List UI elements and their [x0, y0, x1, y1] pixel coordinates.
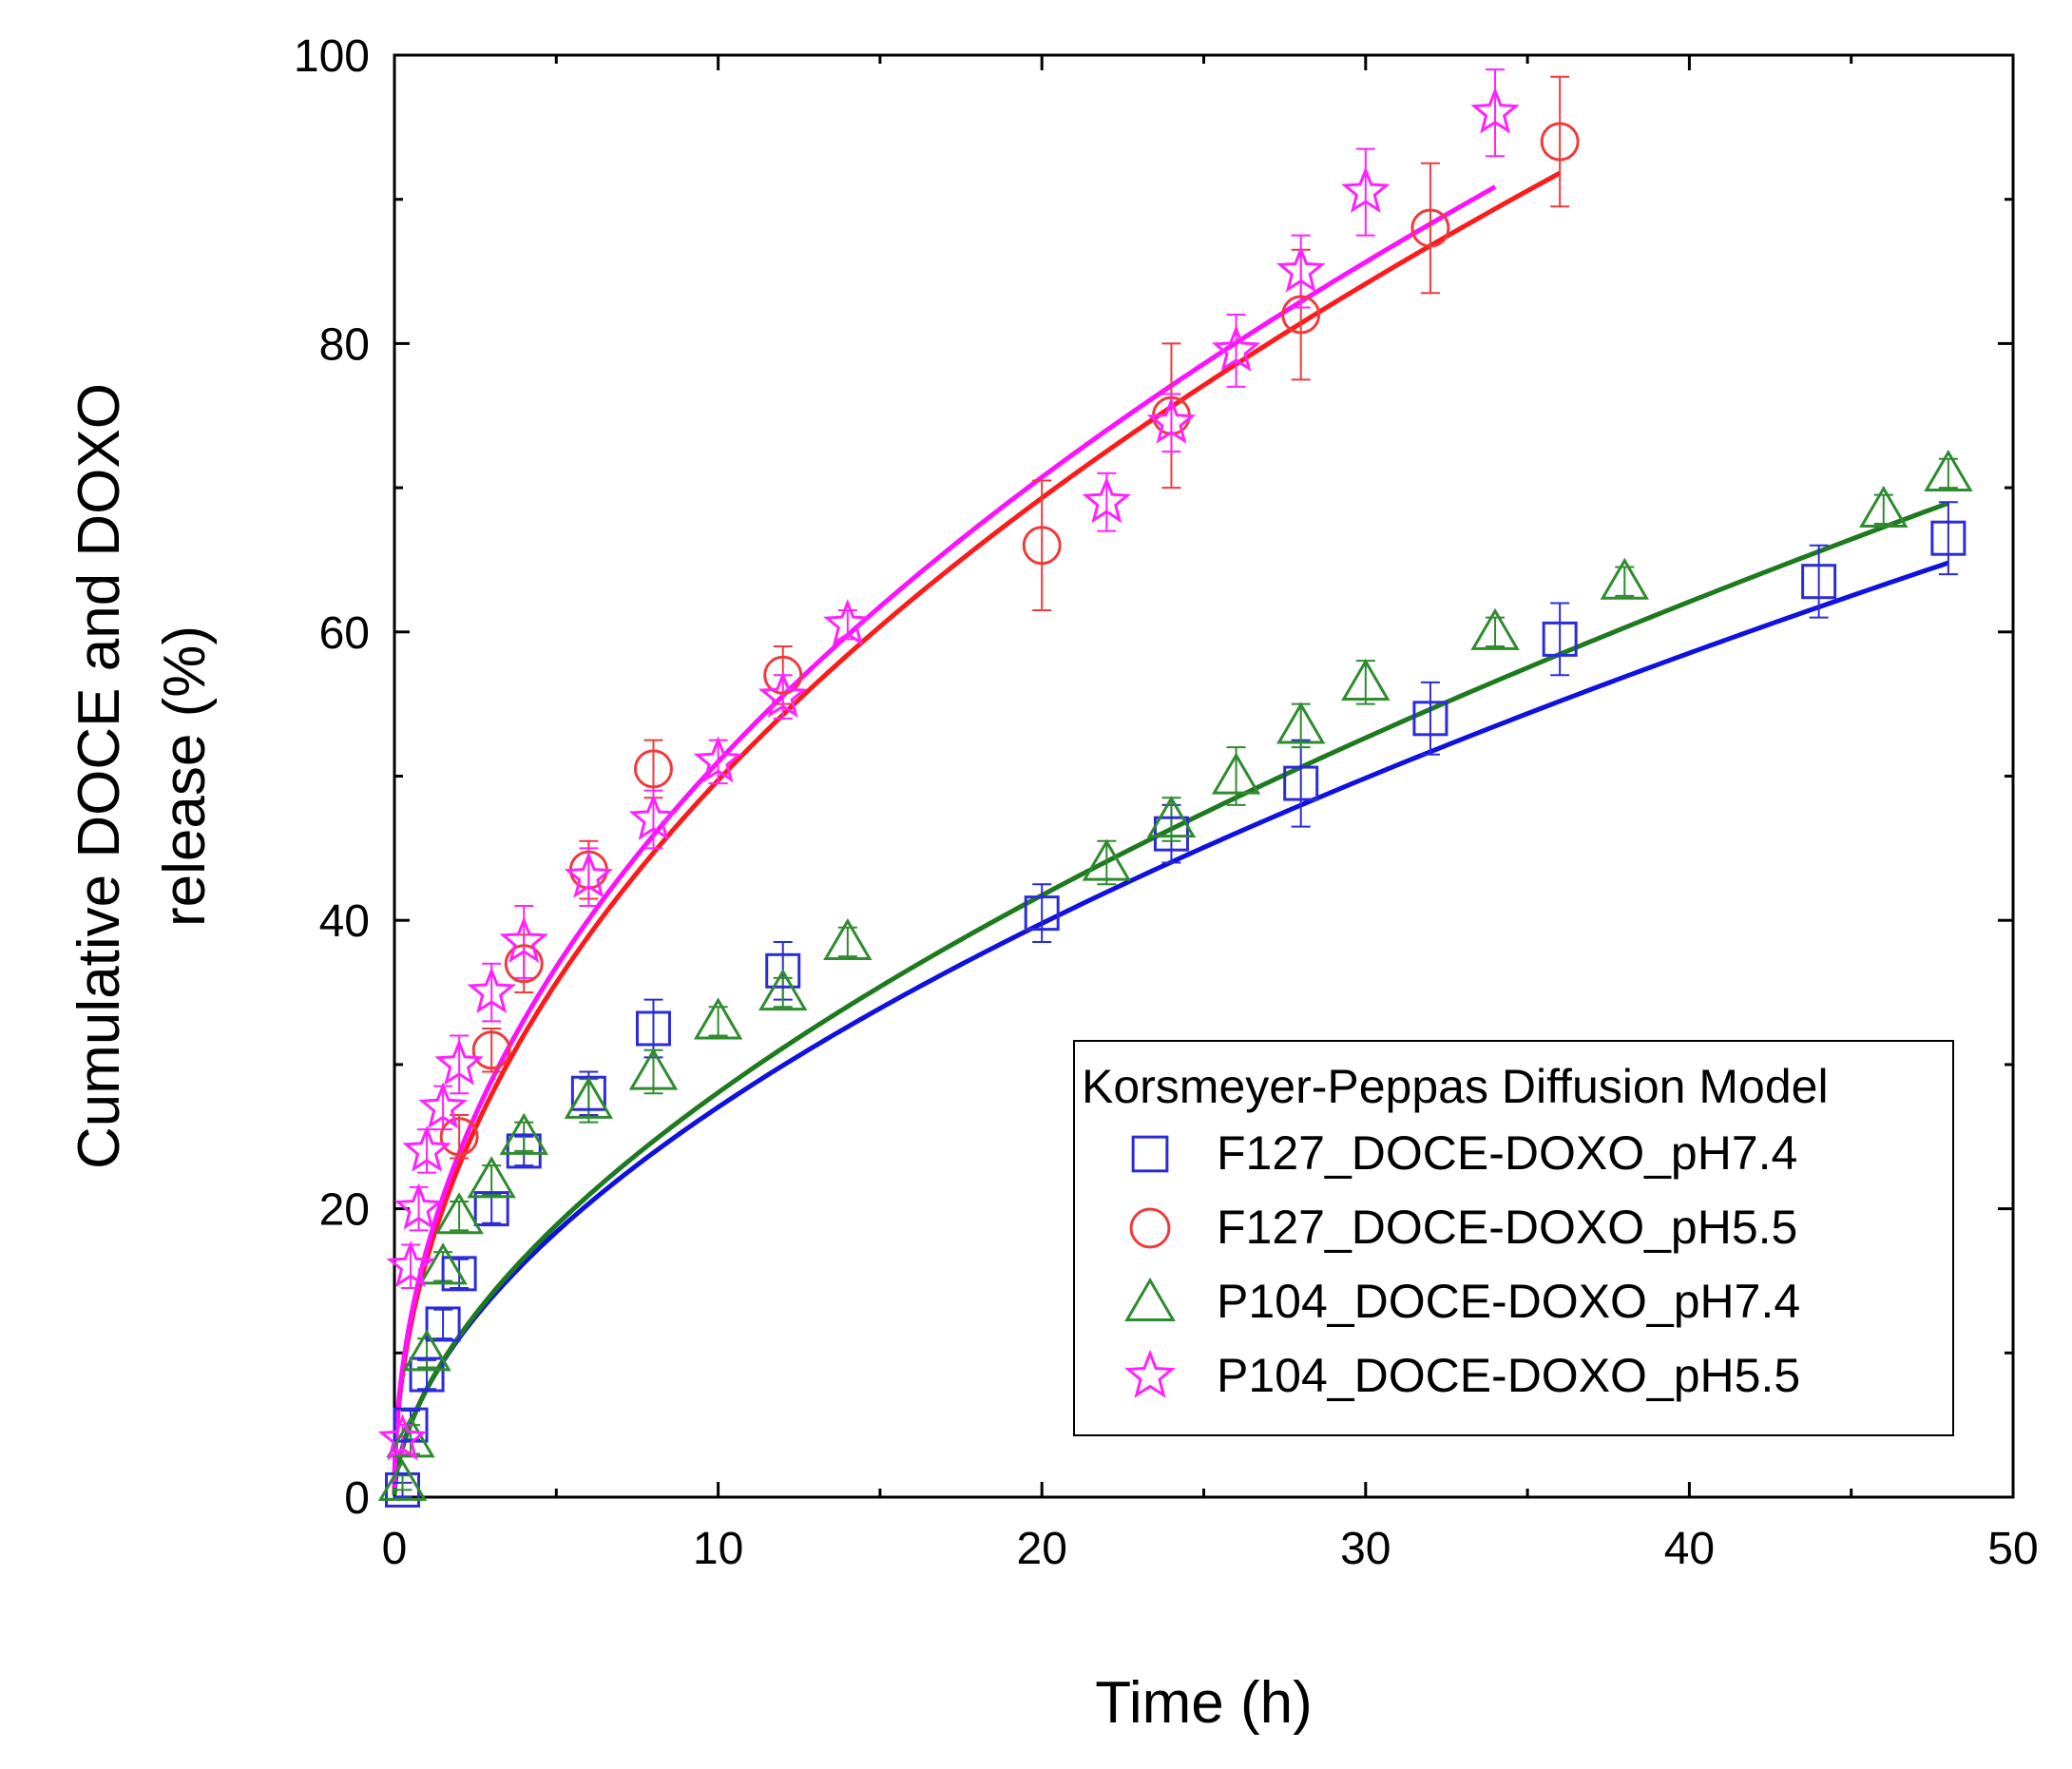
data-point-square — [1801, 564, 1837, 600]
data-point-triangle — [1082, 838, 1132, 881]
data-point-square — [635, 1010, 671, 1047]
x-tick-label: 40 — [1664, 1524, 1715, 1574]
data-point-square — [409, 1356, 445, 1393]
data-point-triangle — [402, 1329, 451, 1372]
data-point-triangle — [564, 1076, 614, 1119]
data-point-square — [1024, 895, 1060, 932]
data-point-triangle — [1924, 449, 1973, 492]
data-point-star — [434, 1038, 484, 1086]
x-tick-label: 0 — [382, 1524, 408, 1574]
data-point-triangle — [1600, 557, 1649, 600]
legend-marker-star — [1124, 1349, 1176, 1398]
data-point-triangle — [434, 1192, 484, 1235]
y-tick-label: 60 — [319, 608, 370, 659]
data-point-star — [1082, 476, 1132, 524]
data-point-circle — [504, 944, 544, 984]
y-tick-label: 80 — [319, 319, 370, 370]
legend-title: Korsmeyer-Peppas Diffusion Model — [1082, 1060, 1829, 1113]
data-point-triangle — [1276, 702, 1326, 744]
data-point-square — [425, 1306, 461, 1342]
data-point-triangle — [467, 1156, 516, 1199]
x-tick-label: 20 — [1017, 1524, 1067, 1574]
data-point-circle — [763, 655, 803, 695]
data-point-star — [823, 599, 873, 646]
data-point-triangle — [628, 1048, 679, 1090]
data-point-triangle — [1341, 658, 1391, 701]
legend-box — [1073, 1040, 1954, 1436]
data-point-star — [1470, 87, 1520, 134]
data-point-square — [1930, 520, 1966, 556]
data-point-triangle — [1146, 796, 1197, 838]
legend: Korsmeyer-Peppas Diffusion Model F127_DO… — [1073, 1040, 1954, 1436]
data-point-square — [1283, 765, 1319, 801]
x-tick-label: 50 — [1987, 1524, 2038, 1574]
data-point-square — [1542, 621, 1578, 657]
data-point-star — [418, 1082, 468, 1129]
legend-label: P104_DOCE-DOXO_pH5.5 — [1217, 1349, 1800, 1402]
data-point-square — [393, 1407, 429, 1443]
data-point-triangle — [386, 1415, 435, 1458]
x-tick-label: 30 — [1340, 1524, 1391, 1574]
legend-label: P104_DOCE-DOXO_pH7.4 — [1217, 1275, 1800, 1328]
data-point-triangle — [418, 1242, 468, 1285]
data-point-star — [467, 967, 517, 1014]
legend-marker-circle — [1129, 1207, 1171, 1249]
data-points — [377, 87, 1973, 1508]
legend-marker-square — [1131, 1135, 1169, 1173]
data-point-square — [506, 1133, 542, 1169]
axis-ticks: 0 10 20 30 40 50 0 20 40 60 80 100 — [294, 31, 2039, 1574]
data-point-star — [499, 915, 548, 963]
data-point-star — [1146, 396, 1197, 444]
data-point-circle — [1540, 122, 1580, 162]
y-tick-label: 100 — [294, 31, 370, 82]
x-axis-title: Time (h) — [1095, 1670, 1312, 1736]
y-tick-label: 40 — [319, 896, 370, 947]
data-point-star — [628, 793, 679, 840]
data-point-triangle — [758, 969, 808, 1011]
data-point-circle — [1410, 208, 1450, 248]
legend-label: F127_DOCE-DOXO_pH5.5 — [1217, 1201, 1797, 1254]
data-point-triangle — [1211, 752, 1261, 795]
data-point-triangle — [499, 1112, 548, 1155]
data-point-star — [564, 851, 614, 898]
data-point-star — [693, 736, 743, 783]
data-point-circle — [471, 1030, 511, 1070]
data-point-square — [1153, 816, 1189, 852]
y-tick-label: 0 — [344, 1473, 370, 1524]
y-axis-title-line-1: Cumulative DOCE and DOXO — [67, 383, 132, 1169]
x-tick-label: 10 — [693, 1524, 743, 1574]
data-point-triangle — [693, 997, 743, 1040]
data-point-square — [473, 1191, 509, 1227]
legend-label: F127_DOCE-DOXO_pH7.4 — [1217, 1126, 1797, 1180]
data-point-star — [386, 1240, 435, 1288]
legend-marker-triangle — [1124, 1277, 1176, 1321]
data-point-star — [393, 1183, 444, 1230]
data-point-triangle — [1470, 607, 1520, 650]
data-point-star — [402, 1125, 451, 1172]
data-point-circle — [1281, 295, 1321, 335]
data-point-triangle — [377, 1458, 428, 1501]
data-point-star — [1211, 324, 1261, 372]
data-point-square — [765, 952, 801, 989]
data-point-triangle — [1859, 485, 1909, 528]
y-axis-title-line-2: release (%) — [152, 625, 218, 927]
data-point-star — [377, 1413, 428, 1461]
data-point-circle — [1022, 526, 1062, 566]
data-point-star — [758, 671, 808, 719]
data-point-circle — [633, 749, 673, 789]
y-tick-label: 20 — [319, 1185, 370, 1236]
data-point-triangle — [823, 917, 873, 961]
data-point-circle — [439, 1117, 479, 1157]
data-point-star — [1341, 166, 1391, 214]
data-point-star — [1276, 245, 1326, 293]
data-point-square — [1412, 701, 1448, 737]
data-point-square — [441, 1256, 477, 1292]
